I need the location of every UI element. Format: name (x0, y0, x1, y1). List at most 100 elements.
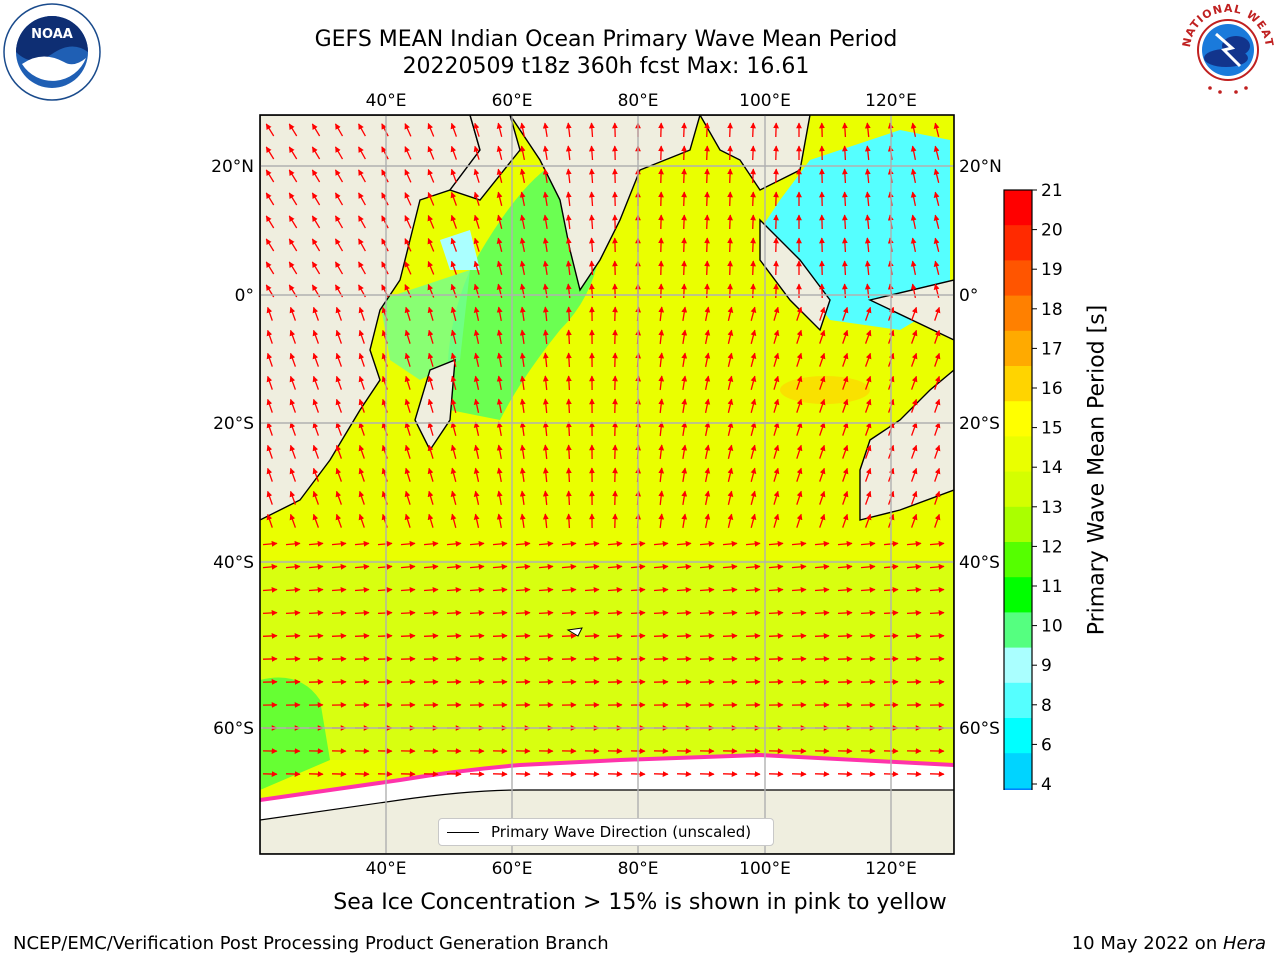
wave-direction-arrow (773, 306, 780, 321)
wave-direction-arrow (864, 421, 872, 436)
wave-direction-arrow (311, 192, 321, 206)
wave-direction-arrow (427, 490, 434, 505)
colorbar-block (1004, 330, 1032, 367)
wave-direction-arrow (934, 306, 941, 321)
lon-label-bottom: 120°E (865, 859, 917, 879)
footer-producer: NCEP/EMC/Verification Post Processing Pr… (13, 933, 609, 954)
wave-direction-arrow (841, 237, 848, 253)
colorbar-block (1004, 225, 1032, 261)
wave-direction-arrow (727, 214, 733, 230)
wave-direction-arrow (450, 260, 458, 275)
wave-direction-arrow (814, 609, 830, 616)
wave-direction-arrow (864, 398, 872, 413)
colorbar-tick-label: 9 (1041, 656, 1052, 676)
wave-direction-arrow (377, 609, 393, 616)
wave-direction-arrow (773, 467, 780, 482)
wave-direction-arrow (427, 375, 434, 390)
wave-direction-arrow (334, 261, 344, 275)
wave-direction-arrow (288, 123, 298, 137)
wave-direction-arrow (658, 329, 665, 345)
wave-direction-arrow (699, 540, 715, 547)
wave-direction-arrow (358, 123, 366, 137)
wave-direction-arrow (473, 490, 480, 505)
lat-label-right: 20°N (959, 157, 1002, 177)
wave-direction-arrow (727, 122, 733, 138)
wave-direction-arrow (358, 421, 365, 436)
wave-direction-arrow (727, 260, 733, 276)
wave-direction-arrow (860, 540, 876, 547)
wave-direction-arrow (929, 633, 945, 639)
wave-direction-arrow (796, 352, 803, 367)
wave-direction-arrow (860, 609, 876, 616)
wave-direction-arrow (312, 375, 320, 390)
wave-direction-arrow (681, 191, 687, 207)
wave-direction-arrow (450, 398, 457, 413)
wave-direction-arrow (819, 329, 826, 344)
wave-direction-arrow (681, 444, 688, 460)
wave-direction-arrow (519, 375, 526, 390)
wave-direction-arrow (358, 352, 365, 367)
wave-direction-arrow (492, 609, 508, 616)
wave-direction-arrow (681, 237, 687, 253)
lat-label-left: 20°S (213, 414, 254, 434)
green-period-zone-west (380, 270, 470, 380)
wave-direction-arrow (750, 398, 757, 413)
wave-direction-arrow (312, 398, 320, 413)
wave-direction-arrow (311, 215, 321, 229)
wave-direction-arrow (289, 490, 297, 505)
wave-direction-arrow (773, 352, 780, 367)
wave-direction-arrow (745, 586, 761, 593)
wave-direction-arrow (469, 633, 485, 639)
wave-direction-arrow (335, 421, 343, 436)
colorbar-block (1004, 718, 1032, 754)
wave-direction-arrow (773, 398, 780, 413)
wave-direction-arrow (358, 375, 365, 390)
wave-direction-arrow (588, 168, 595, 184)
wave-direction-arrow (864, 145, 871, 161)
wave-direction-arrow (681, 283, 687, 299)
wave-direction-arrow (819, 513, 826, 528)
wave-direction-arrow (496, 421, 503, 437)
wave-direction-arrow (473, 444, 480, 459)
wave-direction-arrow (265, 146, 275, 160)
wave-direction-arrow (727, 467, 734, 482)
wave-direction-arrow (492, 633, 508, 639)
wave-direction-arrow (561, 609, 577, 616)
wave-direction-arrow (496, 329, 503, 345)
wave-direction-arrow (796, 375, 803, 390)
wave-direction-arrow (704, 352, 711, 368)
wave-direction-arrow (354, 563, 370, 570)
wave-direction-arrow (519, 352, 526, 367)
wave-direction-arrow (450, 490, 457, 505)
wave-direction-arrow (542, 329, 549, 345)
wave-direction-arrow (588, 214, 595, 230)
wave-direction-arrow (515, 609, 531, 616)
wave-direction-arrow (427, 122, 435, 137)
wave-direction-arrow (750, 513, 757, 528)
wave-direction-arrow (796, 306, 803, 321)
wave-direction-arrow (404, 490, 411, 505)
wave-direction-arrow (423, 633, 439, 639)
wave-direction-arrow (289, 444, 297, 459)
wave-direction-arrow (727, 398, 734, 413)
wave-direction-arrow (404, 306, 411, 321)
wave-direction-arrow (565, 214, 572, 230)
wave-direction-arrow (266, 421, 273, 436)
colorbar-block (1004, 612, 1032, 649)
wave-direction-arrow (699, 563, 715, 570)
wave-direction-arrow (404, 123, 412, 137)
wave-direction-arrow (791, 633, 807, 639)
wave-direction-arrow (538, 563, 554, 570)
wave-direction-arrow (289, 421, 297, 436)
wave-direction-arrow (860, 586, 876, 593)
wave-direction-arrow (496, 260, 503, 275)
wave-direction-arrow (768, 540, 784, 547)
wave-direction-arrow (681, 352, 688, 368)
wave-direction-arrow (381, 123, 389, 137)
wave-direction-arrow (538, 633, 554, 639)
colorbar-ticks: 21201918171615141312111098642 (1032, 181, 1063, 790)
wave-direction-arrow (584, 609, 600, 616)
wave-direction-arrow (773, 513, 780, 528)
wave-direction-arrow (565, 375, 572, 391)
wave-direction-arrow (377, 586, 393, 593)
